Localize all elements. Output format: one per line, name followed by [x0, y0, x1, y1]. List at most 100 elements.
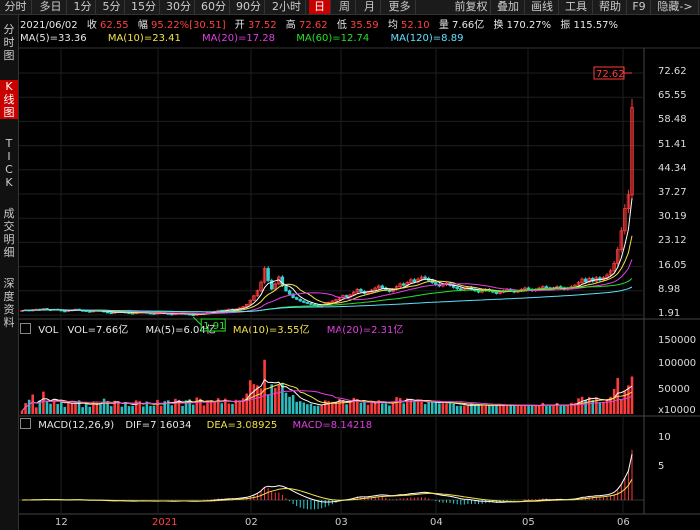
toolbar-button-0[interactable]: 前复权: [452, 0, 491, 14]
volume-bar: [559, 406, 562, 414]
vol-ma20-line: [21, 390, 633, 412]
date-tick: 05: [522, 517, 535, 528]
volume-bar: [288, 396, 291, 414]
volume-bar: [34, 407, 38, 414]
volume-bar: [413, 401, 416, 414]
toolbar-button-5[interactable]: F9: [628, 0, 651, 14]
volume-bar: [552, 405, 555, 414]
period-tab-1[interactable]: 多日: [35, 0, 67, 14]
period-tab-12[interactable]: 更多: [384, 0, 416, 14]
volume-tick: 100000: [658, 358, 697, 369]
price-tick: 16.05: [658, 259, 687, 271]
vol-ma20-legend: MA(20)=2.31亿: [326, 325, 404, 336]
sidebar-item-4[interactable]: 深度资料: [3, 277, 15, 329]
volume-bar: [77, 400, 81, 414]
volume-bar: [316, 405, 320, 414]
period-tab-7[interactable]: 90分: [233, 0, 265, 14]
period-tab-0[interactable]: 分时: [0, 0, 32, 14]
period-tab-9[interactable]: 日: [309, 0, 331, 14]
volume-bar: [174, 398, 177, 414]
period-tab-2[interactable]: 1分: [70, 0, 96, 14]
volume-bar: [405, 398, 409, 414]
candle-body: [252, 295, 256, 301]
candle-body: [544, 286, 549, 289]
volume-bar: [149, 405, 152, 414]
period-tab-8[interactable]: 2小时: [268, 0, 306, 14]
period-tab-10[interactable]: 周: [334, 0, 356, 14]
volume-bar: [505, 405, 509, 414]
period-tab-6[interactable]: 60分: [198, 0, 230, 14]
volume-bar: [587, 397, 591, 414]
volume-bar: [605, 400, 609, 414]
volume-bar: [619, 399, 623, 414]
volume-bar: [327, 401, 331, 414]
volume-bar: [277, 384, 281, 414]
volume-bar: [231, 403, 234, 414]
candle-body: [266, 268, 270, 281]
candle-body: [541, 286, 545, 289]
dif-line: [21, 453, 633, 503]
volume-bar: [423, 404, 427, 414]
sidebar-item-3[interactable]: 成交明细: [3, 207, 15, 259]
toolbar-button-2[interactable]: 画线: [526, 0, 559, 14]
volume-bar: [491, 405, 495, 414]
candle-body: [401, 283, 406, 286]
toolbar-button-6[interactable]: 隐藏->: [652, 0, 699, 14]
toolbar-button-3[interactable]: 工具: [560, 0, 593, 14]
period-tab-3[interactable]: 5分: [99, 0, 125, 14]
ma120-line: [21, 286, 633, 313]
volume-bar: [238, 400, 241, 414]
price-tick: 30.19: [658, 211, 687, 223]
volume-tick: 50000: [658, 384, 690, 395]
volume-bar: [227, 403, 231, 414]
volume-bar: [359, 402, 363, 414]
sidebar-item-0[interactable]: 分时图: [3, 23, 15, 62]
candle-body: [248, 299, 253, 305]
candle-body: [623, 208, 627, 232]
ma5-legend: MA(5)=33.36: [20, 33, 87, 44]
volume-bar: [59, 399, 63, 414]
candle-body: [63, 310, 67, 313]
volume-bar: [331, 401, 334, 414]
volume-bar: [402, 403, 405, 414]
volume-bar: [352, 397, 356, 414]
volume-bar: [84, 403, 88, 414]
high-marker-label: 72.62: [596, 69, 625, 80]
candle-body: [616, 249, 620, 264]
volume-bar: [420, 401, 423, 414]
volume-bar: [459, 405, 463, 414]
volume-bar: [377, 400, 381, 414]
candle-body: [105, 311, 110, 314]
volume-bar: [388, 405, 391, 414]
candle-body: [355, 288, 360, 293]
candle-body: [377, 285, 381, 289]
period-tab-11[interactable]: 月: [359, 0, 381, 14]
volume-legend: VOL VOL=7.66亿 MA(5)=6.04亿 MA(10)=3.55亿 M…: [20, 321, 404, 336]
period-tab-5[interactable]: 30分: [163, 0, 195, 14]
ma20-legend: MA(20)=17.28: [202, 33, 276, 44]
high-price: 72.62: [298, 20, 328, 31]
macd-panel-toggle[interactable]: [20, 418, 31, 429]
volume-bar: [302, 402, 306, 414]
toolbar-button-1[interactable]: 叠加: [492, 0, 525, 14]
volume-bar: [484, 405, 488, 414]
volume-bar: [156, 399, 159, 414]
amplitude-value: 115.57%: [573, 20, 619, 31]
ma10-legend: MA(10)=23.41: [107, 33, 181, 44]
volume-bar: [99, 403, 102, 414]
ma120-legend: MA(120)=8.89: [390, 33, 464, 44]
volume-bar: [488, 405, 491, 414]
volume-panel-toggle[interactable]: [20, 323, 31, 334]
candle-body: [523, 287, 527, 290]
macd-tick: 5: [658, 461, 665, 472]
toolbar-button-4[interactable]: 帮助: [594, 0, 627, 14]
volume-bar: [270, 384, 274, 414]
volume-bar: [49, 403, 52, 414]
volume-bar: [188, 399, 191, 414]
volume-bar: [445, 403, 448, 414]
period-tab-4[interactable]: 15分: [128, 0, 160, 14]
